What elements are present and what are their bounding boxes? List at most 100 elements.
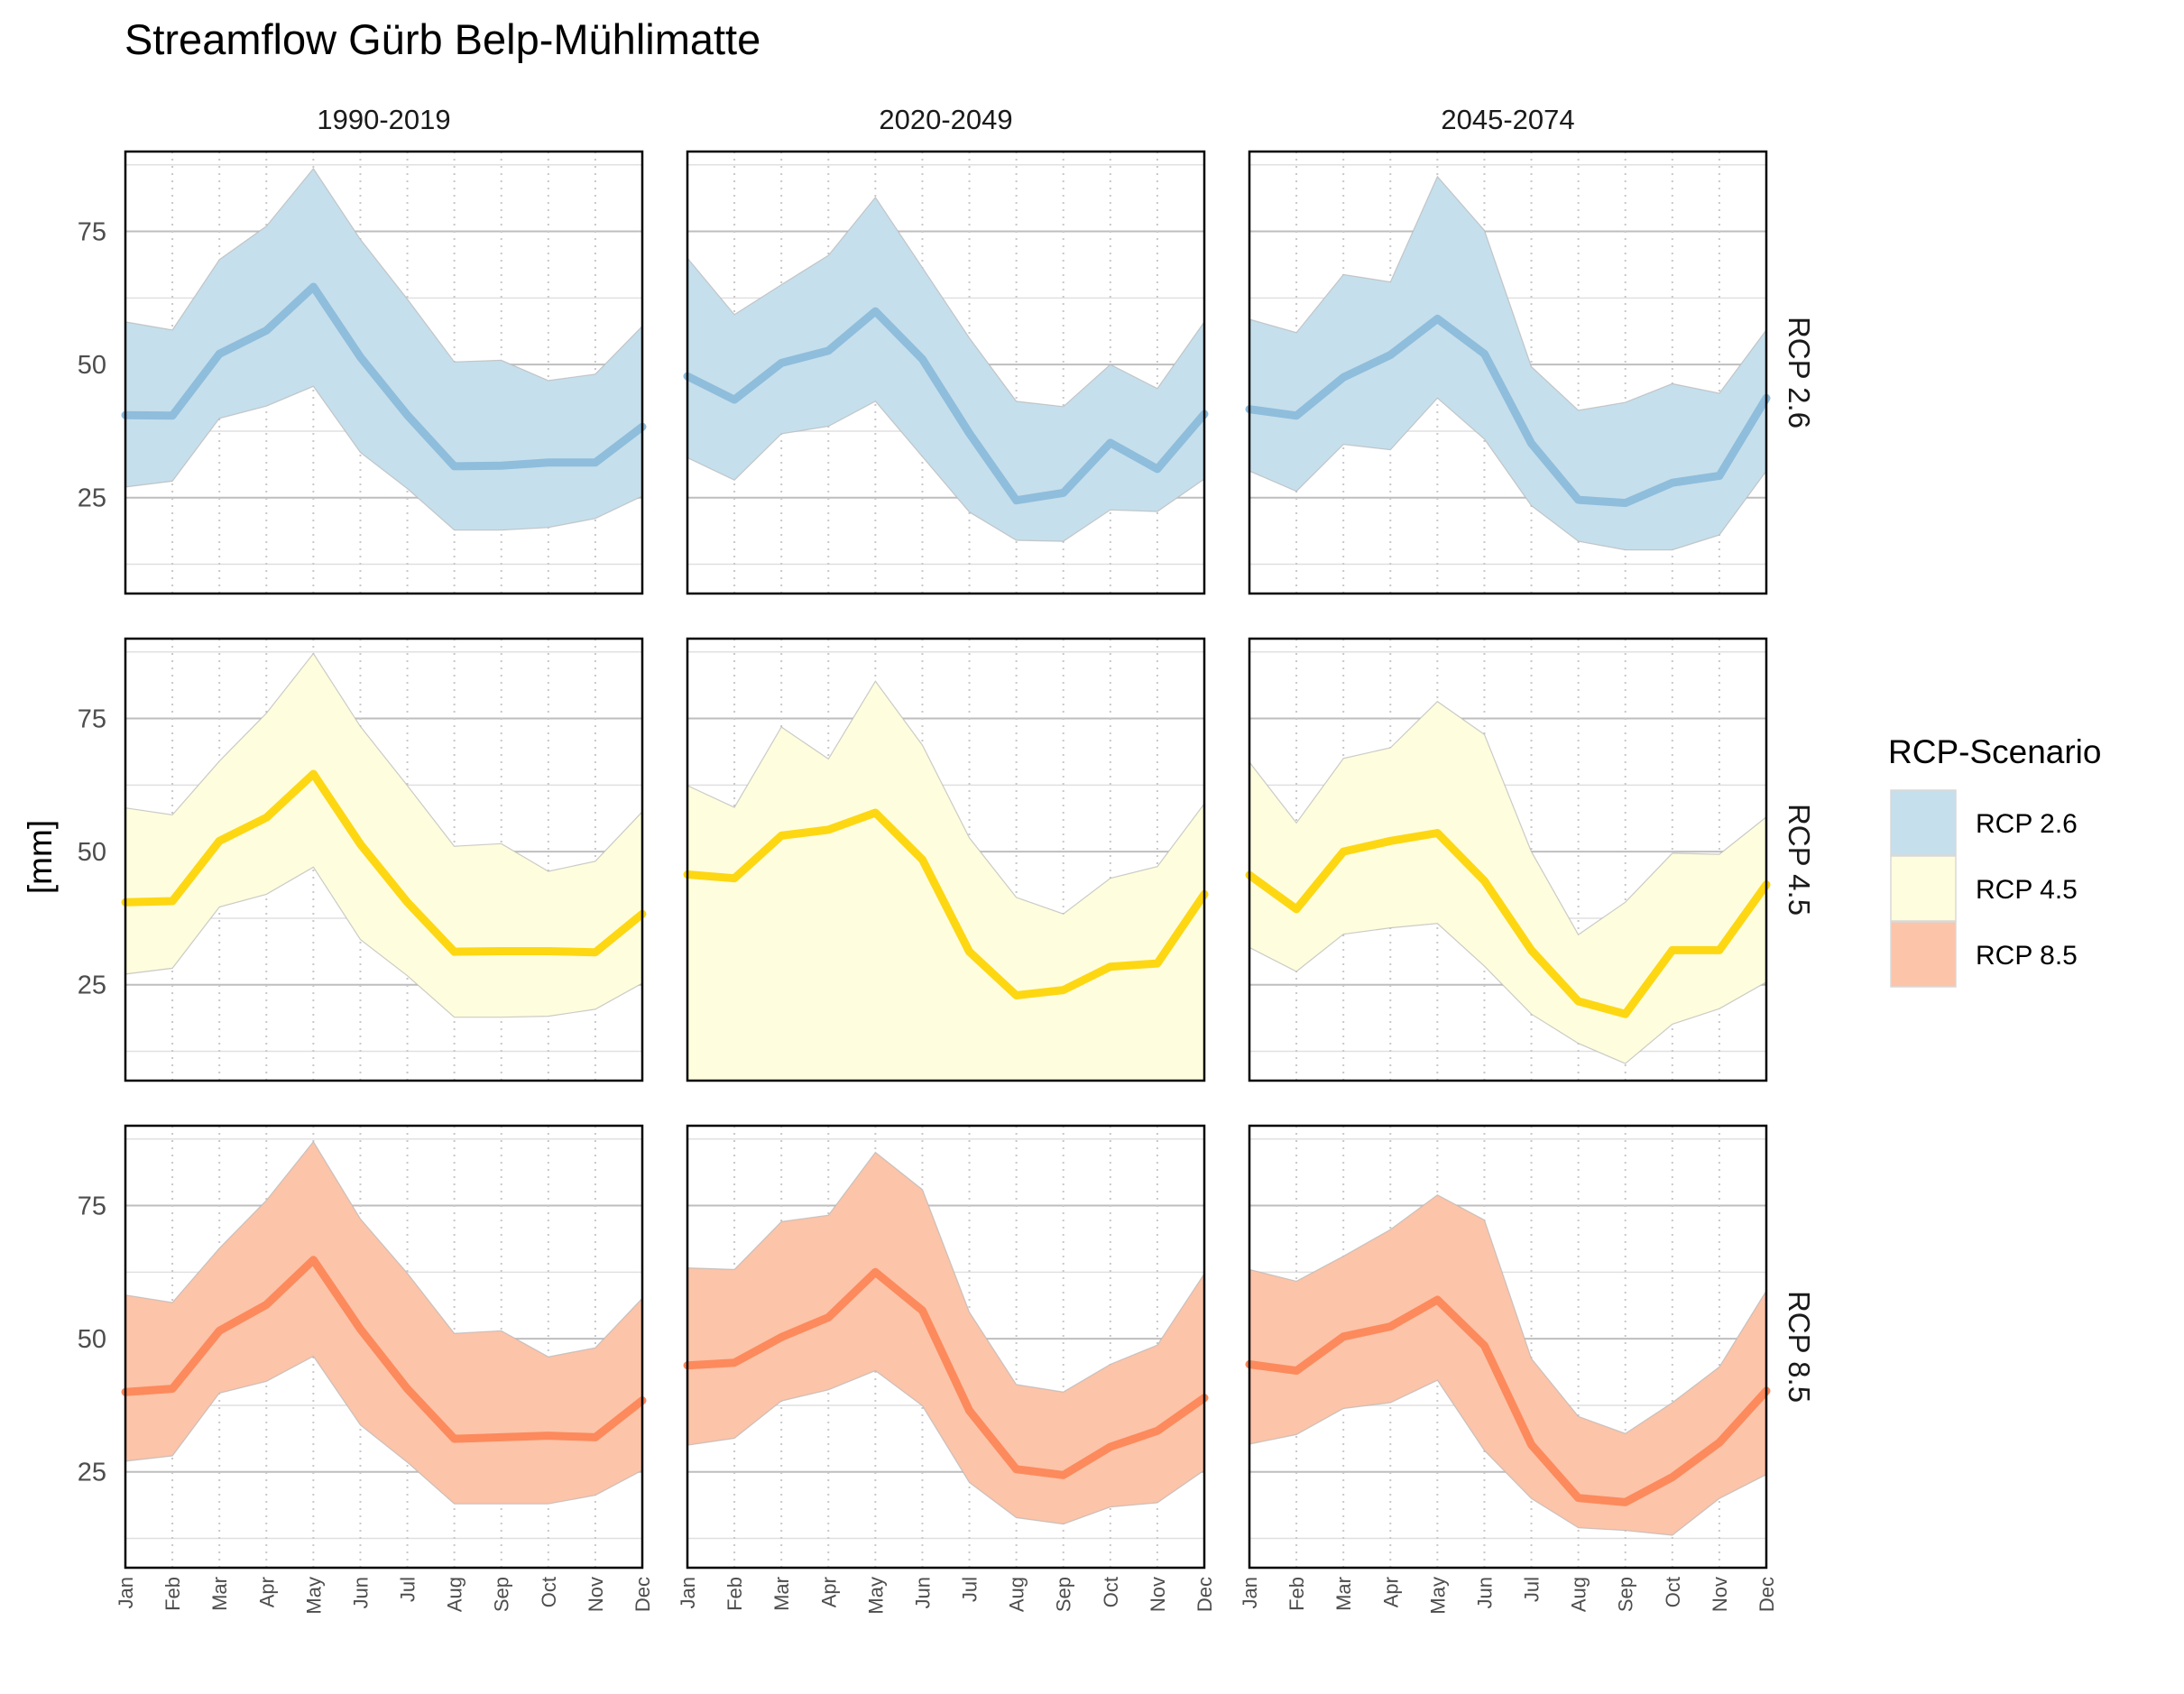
ribbon-area [687, 680, 1205, 1082]
legend-label: RCP 2.6 [1976, 809, 2078, 839]
y-tick-label: 25 [78, 1459, 106, 1487]
y-axis-label: [mm] [22, 820, 59, 894]
x-tick-label: Mar [1332, 1577, 1355, 1611]
legend-swatch [1890, 921, 1957, 988]
x-tick-label: Dec [1755, 1577, 1778, 1612]
panel-border [1248, 150, 1768, 595]
x-tick-label: Nov [1709, 1577, 1731, 1612]
x-tick-label: Apr [817, 1577, 840, 1607]
strip-label-column: 2045-2074 [1441, 104, 1574, 135]
y-tick-label: 50 [78, 1325, 106, 1354]
x-tick-label: Apr [1379, 1577, 1402, 1607]
x-tick-label: Mar [770, 1577, 793, 1611]
panel-border [124, 637, 644, 1082]
x-tick-label: Aug [444, 1577, 466, 1612]
x-tick-label: Jan [115, 1577, 137, 1608]
x-tick-label: May [1426, 1577, 1449, 1615]
panel-border [1248, 1124, 1768, 1570]
legend-label: RCP 4.5 [1976, 875, 2078, 905]
x-tick-label: Oct [1662, 1577, 1684, 1607]
ribbon-area [1249, 1193, 1767, 1536]
panel-1-1 [121, 150, 647, 595]
chart-title: Streamflow Gürb Belp-Mühlimatte [124, 15, 760, 63]
median-line [121, 282, 647, 471]
panel-3-2 [683, 1124, 1209, 1570]
legend-item: RCP 8.5 [1890, 921, 2078, 988]
median-line [121, 1256, 647, 1443]
x-tick-label: Dec [631, 1577, 654, 1612]
panel-border [124, 150, 644, 595]
ribbon-area [124, 167, 643, 531]
legend: RCP-Scenario RCP 2.6 RCP 4.5 RCP 8.5 [1888, 733, 2101, 988]
legend-items: RCP 2.6 RCP 4.5 RCP 8.5 [1890, 789, 2078, 988]
median-line [121, 769, 647, 957]
x-tick-label: Oct [538, 1577, 560, 1607]
legend-item: RCP 2.6 [1890, 789, 2078, 856]
panel-border [686, 1124, 1206, 1570]
x-tick-label: Jan [677, 1577, 699, 1608]
x-tick-label: Jun [912, 1577, 935, 1608]
ribbon-area [124, 652, 643, 1018]
median-line [683, 307, 1209, 505]
panel-1-2 [683, 150, 1209, 595]
ribbon-area [1249, 175, 1767, 551]
x-tick-label: Aug [1006, 1577, 1028, 1612]
x-tick-label: Nov [1147, 1577, 1169, 1612]
strip-label-row: RCP 8.5 [1783, 1291, 1816, 1403]
legend-item: RCP 4.5 [1890, 855, 2078, 922]
panel-2-3 [1245, 637, 1771, 1082]
panel-border [686, 150, 1206, 595]
x-tick-label: May [864, 1577, 887, 1615]
y-tick-label: 75 [78, 218, 106, 247]
y-tick-label: 75 [78, 1192, 106, 1221]
x-tick-label: Jun [1474, 1577, 1497, 1608]
legend-swatch [1890, 789, 1957, 856]
x-tick-label: Feb [1286, 1577, 1308, 1611]
ribbon-area [1249, 700, 1767, 1064]
strip-label-row: RCP 2.6 [1783, 317, 1816, 428]
y-tick-label: 50 [78, 351, 106, 380]
x-tick-label: Sep [1615, 1577, 1637, 1612]
legend-label: RCP 8.5 [1976, 941, 2078, 971]
ribbon-area [687, 196, 1205, 542]
ribbon-area [124, 1140, 643, 1505]
x-tick-label: Aug [1568, 1577, 1590, 1612]
x-tick-label: Sep [1053, 1577, 1075, 1612]
legend-swatch [1890, 855, 1957, 922]
x-tick-label: Jun [350, 1577, 373, 1608]
x-tick-label: Sep [491, 1577, 513, 1612]
median-line [683, 1267, 1209, 1479]
strip-label-row: RCP 4.5 [1783, 804, 1816, 916]
x-tick-label: Apr [255, 1577, 278, 1607]
x-tick-label: May [302, 1577, 325, 1615]
y-tick-label: 25 [78, 484, 106, 513]
x-tick-label: Nov [585, 1577, 607, 1612]
strip-label-column: 2020-2049 [879, 104, 1012, 135]
panel-border [686, 637, 1206, 1082]
panel-border [124, 1124, 644, 1570]
panel-2-1 [121, 637, 647, 1082]
panels-layer: 1990-2019 2020-2049 2045-2074 RCP 2.6 RCP 4.… [78, 104, 1816, 1615]
x-tick-label: Mar [208, 1577, 231, 1611]
panel-1-3 [1245, 150, 1771, 595]
x-tick-label: Dec [1193, 1577, 1216, 1612]
y-tick-label: 75 [78, 705, 106, 734]
panel-border [1248, 637, 1768, 1082]
panel-2-2 [683, 637, 1209, 1082]
strip-label-column: 1990-2019 [317, 104, 450, 135]
y-tick-label: 50 [78, 838, 106, 867]
median-line [683, 808, 1209, 999]
x-tick-label: Oct [1100, 1577, 1122, 1607]
median-line [1245, 829, 1771, 1018]
y-tick-label: 25 [78, 971, 106, 1000]
x-tick-label: Jul [959, 1577, 981, 1602]
x-tick-label: Feb [161, 1577, 184, 1611]
panel-3-1 [121, 1124, 647, 1570]
legend-title: RCP-Scenario [1888, 733, 2101, 770]
x-tick-label: Feb [723, 1577, 746, 1611]
median-line [1245, 1295, 1771, 1506]
x-tick-label: Jan [1239, 1577, 1261, 1608]
x-tick-label: Jul [1521, 1577, 1544, 1602]
x-tick-label: Jul [397, 1577, 419, 1602]
